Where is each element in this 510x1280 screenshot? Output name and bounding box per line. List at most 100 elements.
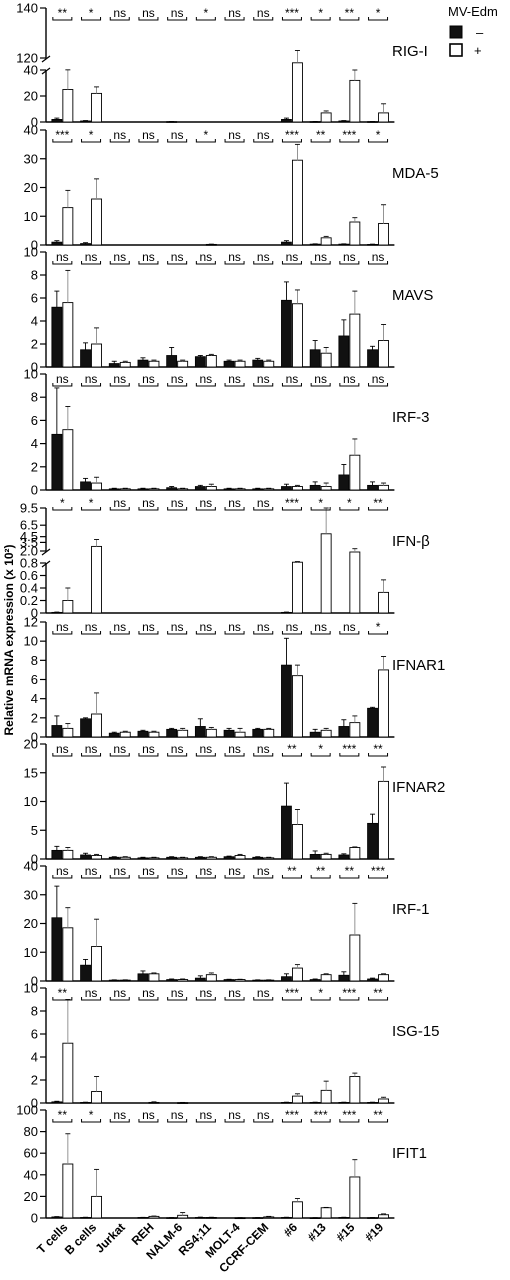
- y-tick-label: 6.5: [20, 518, 38, 533]
- bar-minus: [281, 976, 292, 982]
- bar-minus: [108, 488, 120, 491]
- significance-label: ns: [85, 986, 98, 1000]
- significance-label: *: [89, 6, 94, 20]
- significance-bracket: [368, 753, 389, 757]
- significance-label: ns: [257, 620, 270, 634]
- bar-plus: [320, 533, 332, 614]
- panel-irf-3: 0 2 4 6 8 10 IRF-3 ns ns ns ns ns ns ns ns ns ns ns ns: [24, 367, 430, 498]
- significance-bracket: [52, 139, 73, 143]
- significance-label: *: [376, 6, 381, 20]
- bar-minus: [51, 849, 63, 860]
- significance-label: ns: [257, 6, 270, 20]
- bar-minus: [338, 854, 350, 860]
- bar-plus: [263, 1216, 275, 1219]
- bar-minus: [80, 120, 91, 123]
- bar-minus: [80, 349, 91, 368]
- bar-plus: [62, 727, 74, 738]
- significance-label: ns: [113, 1108, 126, 1122]
- significance-label: ns: [142, 1108, 155, 1122]
- significance-bracket: [310, 383, 331, 387]
- bar-minus: [166, 728, 178, 738]
- significance-bracket: [310, 753, 331, 757]
- y-tick-label: 8: [31, 1004, 38, 1019]
- significance-label: ns: [142, 128, 155, 142]
- significance-bracket: [167, 261, 188, 265]
- bar-plus: [292, 675, 303, 738]
- y-tick-label: 0.4: [20, 581, 38, 596]
- bar-minus: [309, 731, 321, 738]
- y-tick-label: 2: [31, 337, 38, 352]
- bar-minus: [137, 857, 149, 860]
- significance-bracket: [281, 997, 302, 1001]
- significance-label: ns: [142, 620, 155, 634]
- significance-bracket: [281, 139, 302, 143]
- panel-ifnar1: 0 2 4 6 8 10 12 IFNAR1 ns ns ns ns ns ns ns ns ns ns ns *: [24, 615, 446, 745]
- significance-label: ***: [342, 742, 356, 756]
- significance-bracket: [109, 261, 130, 265]
- bar-plus: [91, 1195, 103, 1219]
- significance-label: *: [318, 742, 323, 756]
- axis-break-mark: [41, 55, 51, 63]
- bar-plus: [91, 1091, 103, 1104]
- bar-plus: [234, 360, 246, 368]
- bar-plus: [62, 600, 74, 614]
- bar-minus: [281, 664, 292, 738]
- significance-label: ns: [171, 1108, 184, 1122]
- gene-label: IFNAR1: [392, 657, 445, 674]
- y-tick-label: 8: [31, 390, 38, 405]
- significance-bracket: [224, 631, 245, 635]
- bar-minus: [166, 487, 178, 491]
- y-tick-label: 30: [24, 887, 38, 902]
- significance-label: ns: [85, 742, 98, 756]
- y-tick-label: 10: [24, 367, 38, 382]
- significance-bracket: [109, 507, 130, 511]
- significance-bracket: [81, 17, 102, 21]
- significance-label: ns: [228, 742, 241, 756]
- bar-minus: [309, 854, 321, 860]
- significance-label: ns: [142, 742, 155, 756]
- significance-bracket: [253, 753, 274, 757]
- significance-bracket: [253, 997, 274, 1001]
- bar-minus: [137, 359, 149, 368]
- significance-bracket: [224, 17, 245, 21]
- bar-plus: [378, 340, 389, 368]
- significance-label: ns: [142, 6, 155, 20]
- significance-bracket: [167, 1119, 188, 1123]
- significance-label: ns: [314, 620, 327, 634]
- significance-label: ns: [200, 372, 213, 386]
- bar-minus: [367, 978, 378, 982]
- significance-bracket: [368, 17, 389, 21]
- y-tick-label: 0: [31, 852, 38, 867]
- significance-label: ns: [200, 620, 213, 634]
- bar-minus: [80, 718, 91, 738]
- significance-label: ns: [113, 250, 126, 264]
- significance-bracket: [52, 997, 73, 1001]
- significance-bracket: [52, 507, 73, 511]
- bar-minus: [194, 356, 206, 368]
- bar-minus: [108, 363, 120, 368]
- significance-bracket: [195, 261, 216, 265]
- bar-plus: [320, 352, 332, 368]
- y-tick-label: 60: [24, 1146, 38, 1161]
- significance-label: ns: [113, 986, 126, 1000]
- significance-bracket: [368, 997, 389, 1001]
- bar-plus: [148, 731, 160, 738]
- significance-bracket: [224, 139, 245, 143]
- bar-minus: [108, 732, 120, 738]
- significance-bracket: [224, 1119, 245, 1123]
- significance-bracket: [81, 875, 102, 879]
- significance-bracket: [339, 753, 360, 757]
- y-tick-label: 6: [31, 291, 38, 306]
- significance-label: ns: [113, 6, 126, 20]
- bar-minus: [223, 360, 235, 368]
- significance-bracket: [138, 1119, 159, 1123]
- significance-label: ***: [285, 128, 299, 142]
- significance-bracket: [339, 383, 360, 387]
- significance-bracket: [339, 17, 360, 21]
- significance-label: ns: [343, 620, 356, 634]
- significance-bracket: [310, 261, 331, 265]
- significance-bracket: [138, 753, 159, 757]
